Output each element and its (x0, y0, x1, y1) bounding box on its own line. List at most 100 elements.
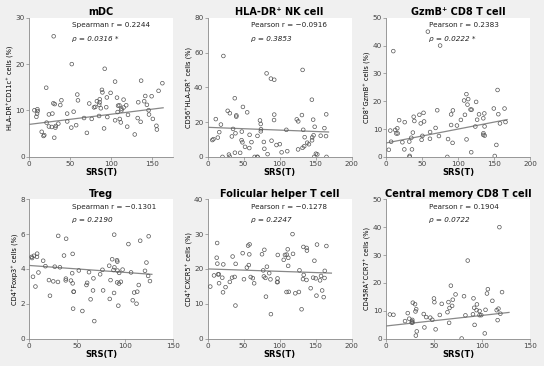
Point (300, 134, 309, 140)
Point (128, 297, 137, 303)
Point (45, 112, 53, 117)
Text: Pearson r = 0.2383: Pearson r = 0.2383 (429, 22, 499, 28)
Title: Treg: Treg (89, 188, 113, 199)
Point (247, 139, 256, 145)
Point (154, 88, 163, 94)
Point (498, 289, 506, 295)
Point (387, 139, 395, 145)
Point (244, 262, 253, 268)
Point (237, 137, 246, 143)
Point (27, 254, 36, 260)
Point (480, 123, 489, 129)
Point (420, 325, 429, 330)
Point (246, 274, 255, 280)
Point (82, 282, 91, 288)
Point (298, 67, 307, 73)
Point (445, 320, 454, 326)
Point (75, 268, 83, 273)
Point (225, 279, 234, 285)
Point (48, 111, 57, 116)
Point (312, 293, 321, 299)
Point (494, 306, 503, 311)
Point (300, 143, 308, 149)
Point (477, 312, 486, 318)
Point (90, 104, 98, 110)
Point (411, 333, 420, 339)
Point (158, 80, 166, 86)
Point (231, 261, 240, 267)
Point (415, 112, 424, 118)
Point (39, 133, 48, 139)
Point (408, 320, 417, 325)
Point (479, 132, 487, 138)
Point (66, 278, 75, 284)
Point (49, 100, 58, 106)
Point (469, 295, 478, 301)
Point (68, 270, 77, 276)
Point (282, 127, 290, 133)
Point (317, 273, 325, 279)
Point (114, 103, 122, 109)
Point (110, 265, 119, 270)
X-axis label: SRS(T): SRS(T) (263, 168, 295, 178)
Point (444, 136, 453, 142)
Point (313, 242, 322, 247)
Point (451, 291, 460, 297)
Point (228, 254, 237, 259)
Point (30, 107, 39, 113)
X-axis label: SRS(T): SRS(T) (442, 350, 474, 359)
Point (152, 127, 161, 132)
Point (132, 301, 141, 307)
Point (136, 238, 145, 244)
Point (400, 119, 409, 125)
Point (493, 87, 502, 93)
Point (322, 133, 330, 139)
Point (320, 125, 329, 131)
Point (280, 257, 288, 263)
Point (299, 244, 308, 250)
Point (145, 112, 153, 117)
Text: ρ = 0.2247: ρ = 0.2247 (251, 217, 292, 223)
Point (143, 102, 151, 108)
Point (433, 107, 442, 113)
Point (272, 142, 281, 148)
Text: Spearman r = 0.2244: Spearman r = 0.2244 (72, 22, 150, 28)
Point (398, 139, 407, 145)
Point (118, 267, 127, 273)
Point (316, 133, 325, 139)
Point (418, 133, 426, 139)
Point (480, 111, 489, 116)
Point (219, 53, 228, 59)
Point (259, 268, 268, 273)
Point (386, 128, 394, 134)
Text: Pearson r = 0.1904: Pearson r = 0.1904 (429, 203, 499, 209)
Point (256, 128, 265, 134)
Point (95, 96, 104, 102)
Point (41, 263, 50, 269)
Text: Pearson r = −0.1278: Pearson r = −0.1278 (251, 203, 327, 209)
Point (312, 151, 320, 157)
Point (245, 132, 254, 138)
Y-axis label: CD4⁺CXCR5⁺ cells (%): CD4⁺CXCR5⁺ cells (%) (186, 232, 193, 306)
Point (250, 154, 259, 160)
Point (113, 95, 121, 101)
Point (244, 243, 252, 249)
Point (412, 306, 421, 312)
Point (245, 251, 254, 257)
Point (144, 273, 152, 279)
Point (122, 102, 131, 108)
Point (428, 317, 437, 323)
Point (411, 301, 419, 307)
Point (141, 268, 150, 274)
Point (404, 310, 412, 316)
Point (267, 138, 276, 143)
Point (221, 284, 230, 290)
Point (407, 135, 416, 141)
Point (102, 104, 110, 110)
Point (147, 93, 156, 99)
Point (448, 140, 457, 146)
Point (140, 98, 149, 104)
Point (302, 248, 311, 254)
Point (291, 290, 300, 296)
Point (47, 124, 56, 130)
